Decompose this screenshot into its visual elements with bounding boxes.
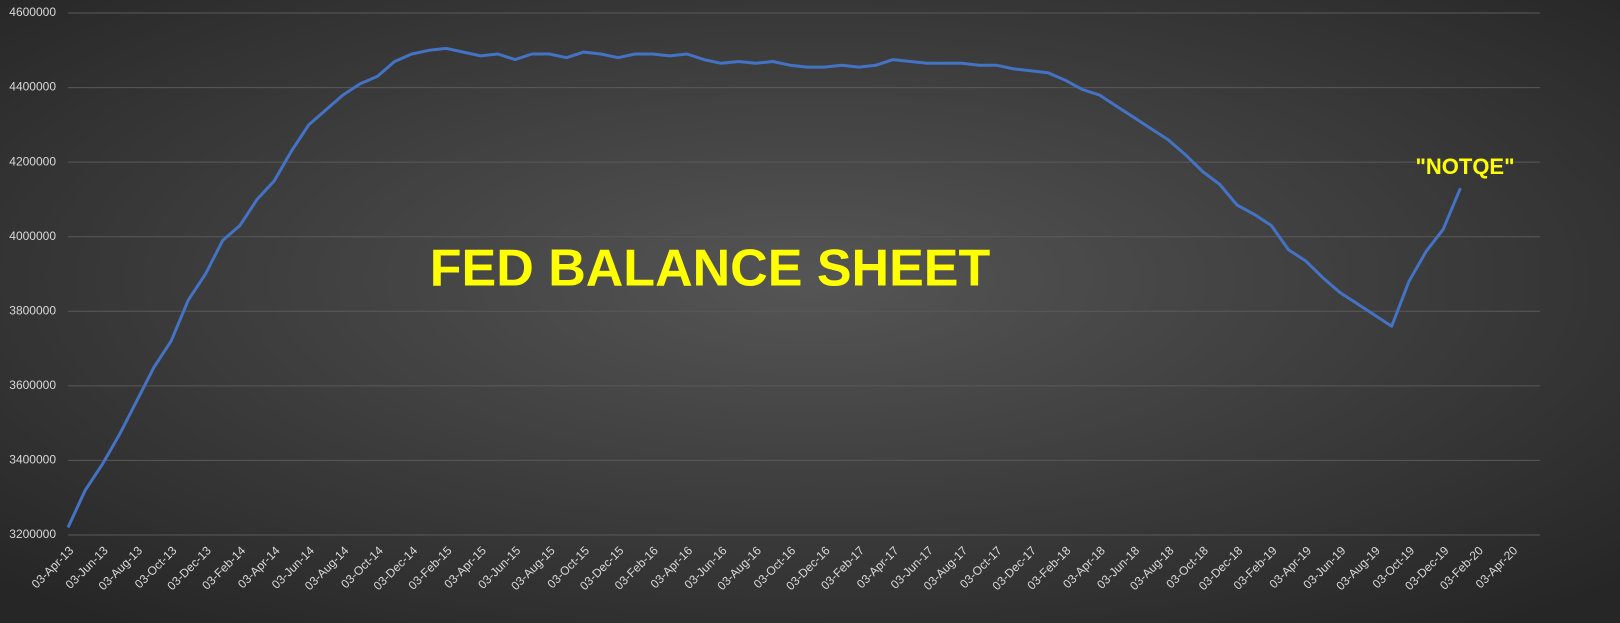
series-line (66, 46, 1462, 529)
y-tick-label: 3200000 (9, 527, 56, 541)
y-tick-label: 3400000 (9, 453, 56, 467)
y-tick-label: 4200000 (9, 154, 56, 168)
y-tick-label: 4400000 (9, 80, 56, 94)
y-tick-label: 3600000 (9, 378, 56, 392)
y-tick-label: 4600000 (9, 5, 56, 19)
y-tick-label: 3800000 (9, 303, 56, 317)
annotation: FED BALANCE SHEET (430, 240, 991, 298)
annotation: "NOTQE" (1415, 154, 1514, 179)
y-tick-label: 4000000 (9, 229, 56, 243)
